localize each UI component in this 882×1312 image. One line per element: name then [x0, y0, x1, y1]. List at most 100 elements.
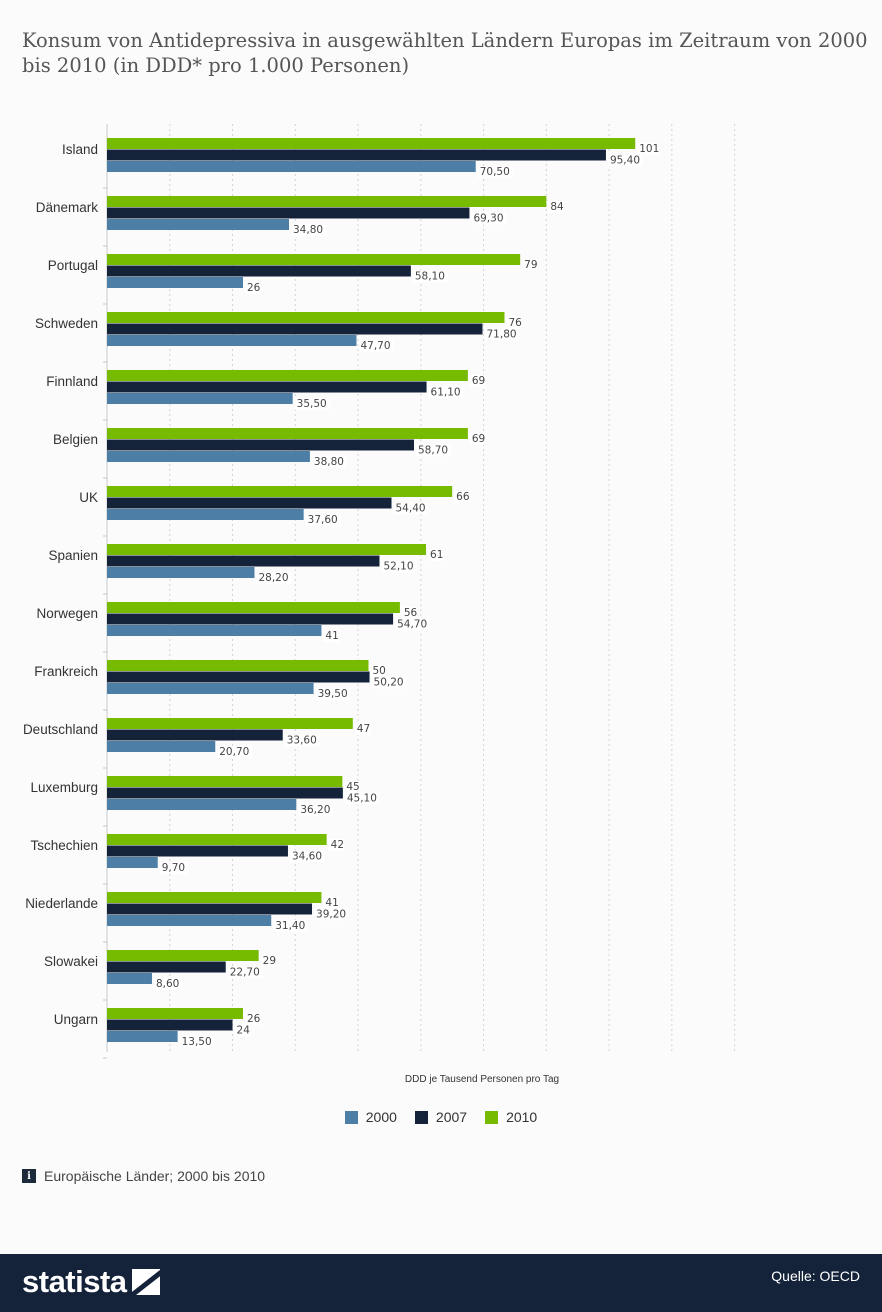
bar-2010[interactable] [107, 718, 353, 729]
category-label: Dänemark [36, 200, 99, 215]
data-label-bg [244, 1013, 261, 1025]
data-label-bg [260, 955, 276, 967]
data-label-bg [354, 723, 371, 735]
bar-2000[interactable] [107, 625, 322, 636]
bar-2007[interactable] [107, 1019, 233, 1031]
bar-2010[interactable] [107, 892, 322, 903]
data-label: 45 [346, 781, 359, 793]
bar-2007[interactable] [107, 613, 394, 625]
bar-2010[interactable] [107, 254, 521, 265]
category-label: Portugal [48, 258, 98, 273]
bar-2007[interactable] [107, 265, 411, 277]
data-label-bg [381, 560, 417, 573]
data-label: 42 [331, 839, 344, 851]
statista-mark-icon [131, 1269, 160, 1295]
bar-2000[interactable] [107, 973, 152, 984]
data-label-bg [607, 154, 643, 167]
category-label: Belgien [53, 432, 98, 447]
data-label-bg [370, 665, 386, 677]
data-label-bg [477, 166, 513, 178]
bar-2010[interactable] [107, 950, 259, 961]
bar-2000[interactable] [107, 799, 297, 810]
data-label-bg [371, 676, 407, 689]
bar-2000[interactable] [107, 1031, 178, 1042]
bar-2007[interactable] [107, 787, 343, 799]
bar-2000[interactable] [107, 915, 272, 926]
bar-2007[interactable] [107, 555, 380, 567]
data-label-bg [548, 201, 564, 213]
data-label-bg [484, 328, 520, 341]
data-label-bg [471, 212, 507, 225]
data-label-bg [323, 630, 339, 642]
data-label: 13,50 [182, 1036, 212, 1048]
bar-2010[interactable] [107, 370, 468, 381]
bar-2000[interactable] [107, 857, 158, 868]
data-label-bg [344, 792, 380, 805]
data-label-bg [284, 734, 320, 747]
bar-2010[interactable] [107, 138, 636, 149]
bar-2000[interactable] [107, 741, 216, 752]
legend-item-2007[interactable]: 2007 [414, 1109, 467, 1125]
bar-2010[interactable] [107, 428, 468, 439]
data-label: 34,60 [292, 851, 322, 863]
bar-2000[interactable] [107, 451, 310, 462]
footer: statista Quelle: OECD [0, 1254, 882, 1312]
bar-2000[interactable] [107, 567, 255, 578]
bar-2010[interactable] [107, 776, 343, 787]
legend-item-2010[interactable]: 2010 [485, 1109, 537, 1125]
bar-2007[interactable] [107, 439, 415, 451]
bar-2007[interactable] [107, 497, 392, 509]
source-label: Quelle: OECD [771, 1268, 860, 1284]
data-label: 84 [550, 201, 564, 213]
data-label-bg [227, 966, 263, 979]
data-label: 50,20 [374, 677, 404, 689]
statista-logo[interactable]: statista [22, 1264, 160, 1300]
bar-2010[interactable] [107, 660, 369, 671]
data-label: 41 [325, 630, 338, 642]
bar-2000[interactable] [107, 161, 476, 172]
bar-2010[interactable] [107, 196, 547, 207]
data-label: 26 [247, 282, 261, 294]
legend: 2000 2007 2010 [0, 1109, 882, 1125]
bar-2010[interactable] [107, 312, 505, 323]
data-label: 39,20 [316, 909, 346, 921]
data-label-bg [256, 572, 292, 584]
data-label-bg [159, 862, 189, 874]
bar-2000[interactable] [107, 219, 290, 230]
bar-2007[interactable] [107, 207, 470, 219]
category-label: Spanien [48, 548, 98, 563]
bar-2007[interactable] [107, 903, 313, 915]
logo-text: statista [22, 1264, 127, 1299]
bar-2007[interactable] [107, 845, 288, 857]
data-label: 31,40 [275, 920, 305, 932]
bar-2007[interactable] [107, 323, 483, 335]
data-label: 37,60 [308, 514, 338, 526]
bar-2010[interactable] [107, 544, 427, 555]
info-icon[interactable]: i [22, 1169, 36, 1183]
bar-2000[interactable] [107, 509, 304, 520]
category-label: Island [62, 142, 98, 157]
bar-2000[interactable] [107, 335, 357, 346]
data-label: 79 [524, 259, 537, 271]
chart-title: Konsum von Antidepressiva in ausgewählte… [22, 29, 868, 77]
data-label-bg [234, 1024, 250, 1037]
data-label: 36,20 [300, 804, 330, 816]
data-label-bg [637, 143, 660, 155]
bar-2007[interactable] [107, 961, 226, 973]
bar-2000[interactable] [107, 683, 314, 694]
bar-2007[interactable] [107, 729, 283, 741]
bar-2000[interactable] [107, 393, 293, 404]
bar-2010[interactable] [107, 1008, 243, 1019]
bar-2007[interactable] [107, 381, 427, 393]
bar-2010[interactable] [107, 834, 327, 845]
legend-item-2000[interactable]: 2000 [344, 1109, 397, 1125]
bar-2010[interactable] [107, 486, 453, 497]
category-label: Schweden [35, 316, 98, 331]
bar-2007[interactable] [107, 149, 606, 161]
bar-2007[interactable] [107, 671, 370, 683]
bar-2000[interactable] [107, 277, 243, 288]
category-label: Frankreich [34, 664, 98, 679]
bar-2010[interactable] [107, 602, 400, 613]
data-label: 20,70 [219, 746, 249, 758]
category-label: Finnland [46, 374, 98, 389]
